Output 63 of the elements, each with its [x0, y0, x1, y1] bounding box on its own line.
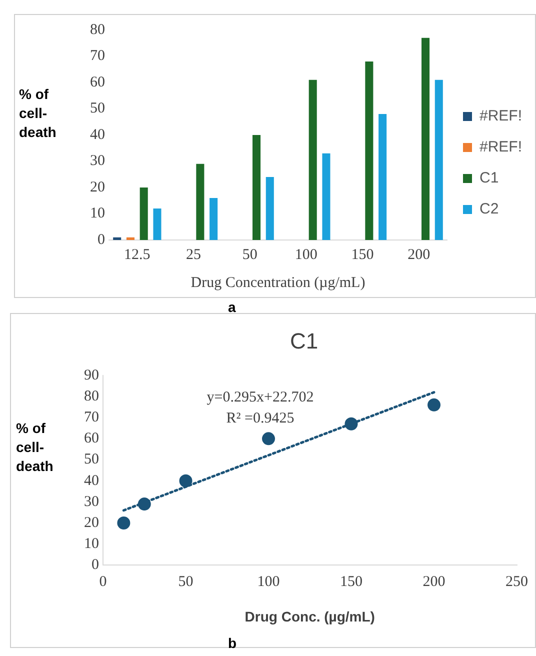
y-tick-label: 70 [90, 48, 105, 64]
y-axis-title: % of cell-death [19, 85, 58, 142]
legend-label: C1 [479, 170, 499, 187]
y-tick-label: 40 [84, 472, 99, 489]
bar [434, 80, 443, 240]
bar [322, 153, 330, 240]
bar [140, 188, 148, 240]
y-tick-label: 0 [92, 557, 99, 574]
x-tick-label: 100 [294, 246, 318, 263]
bar [113, 237, 122, 240]
y-tick-label: 60 [90, 74, 105, 90]
chart-title: C1 [290, 328, 318, 354]
x-tick-label: 150 [351, 246, 374, 263]
point [117, 516, 130, 530]
y-tick-label: 90 [84, 367, 99, 384]
y-tick-label: 80 [84, 388, 99, 404]
x-tick-label: 150 [340, 574, 362, 590]
y-tick-label: 50 [90, 100, 105, 117]
y-tick-label: 20 [84, 514, 99, 531]
y-tick-label: 30 [90, 153, 105, 170]
x-tick-label: 50 [242, 246, 258, 263]
x-axis-title: Drug Conc. (µg/mL) [244, 608, 375, 624]
point [179, 474, 192, 488]
bar [210, 198, 218, 240]
point [344, 417, 358, 430]
x-tick-label: 50 [178, 574, 194, 590]
bar [422, 38, 430, 240]
y-tick-label: 80 [90, 22, 105, 38]
y-tick-label: 50 [84, 452, 99, 468]
text: a [228, 299, 236, 315]
y-tick-label: 70 [84, 410, 99, 426]
bar [378, 114, 387, 240]
bar [153, 208, 162, 240]
legend-label: C2 [479, 200, 499, 218]
x-tick-label: 200 [422, 574, 446, 590]
x-tick-label: 250 [506, 574, 528, 590]
x-tick-label: 100 [257, 574, 280, 590]
bar [308, 80, 317, 240]
bar [266, 177, 274, 240]
y-tick-label: 40 [90, 126, 105, 143]
bar [252, 135, 261, 240]
annotation: R² =0.9425 [226, 410, 294, 426]
bar [196, 164, 204, 240]
point [428, 398, 440, 412]
x-tick-label: 25 [186, 246, 201, 263]
annotation: y=0.295x+22.702 [206, 389, 314, 406]
y-tick-label: 0 [98, 232, 105, 248]
x-axis-title: Drug Concentration (µg/mL) [190, 274, 366, 291]
y-tick-label: 60 [84, 430, 99, 447]
x-tick-label: 12.5 [124, 246, 150, 263]
bar [365, 62, 374, 240]
point [138, 498, 151, 511]
y-axis-title: % of cell-death [16, 419, 54, 476]
point [262, 432, 275, 446]
y-tick-label: 10 [84, 536, 99, 552]
x-tick-label: 200 [408, 246, 430, 263]
y-tick-label: 20 [90, 179, 105, 196]
legend-label: #REF! [479, 108, 522, 125]
y-tick-label: 30 [84, 494, 99, 510]
text: b [228, 635, 237, 651]
y-tick-label: 10 [90, 206, 105, 222]
bar [126, 237, 134, 240]
legend-label: #REF! [479, 138, 522, 156]
